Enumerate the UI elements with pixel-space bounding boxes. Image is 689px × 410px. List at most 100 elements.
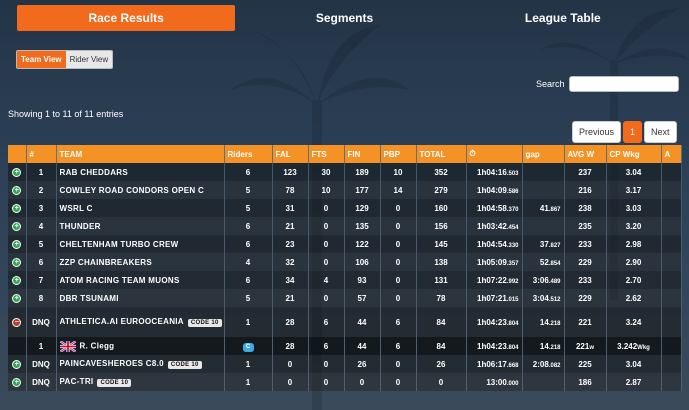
cp-wkg-cell: 3.24	[606, 307, 662, 337]
fts-cell: 0	[308, 289, 345, 307]
fin-cell: 177	[344, 181, 381, 199]
table-row[interactable]: +8 DBR TSUNAMI 5 21 0 57 0 78 1h07:21.015 3:04.51…	[8, 289, 682, 307]
gap-ms: .218	[548, 344, 561, 351]
col-pbp[interactable]: PBP	[380, 145, 417, 163]
pbp-cell: 0	[380, 289, 417, 307]
col-team[interactable]: TEAM	[56, 145, 225, 163]
position-cell: DNQ	[26, 373, 57, 391]
time-ms: .586	[506, 188, 519, 195]
code-badge: CODE 10	[167, 361, 202, 369]
expand-icon[interactable]: +	[12, 294, 22, 303]
gap-ms: .854	[548, 260, 561, 267]
expand-cell[interactable]: +	[8, 235, 27, 253]
expand-cell[interactable]: +	[8, 253, 27, 271]
table-row[interactable]: + DNQ PAINCAVESHEROES C8.0 CODE 10 1 0 0 26 0 26 1…	[8, 355, 682, 373]
table-row[interactable]: +7 ATOM RACING TEAM MUONS 6 34 4 93 0 131 1h07:2…	[8, 271, 682, 289]
col-extra[interactable]: A	[661, 145, 682, 163]
time-cell: 1h05:09.357	[466, 253, 523, 271]
rider-cell[interactable]: R. Clegg	[56, 337, 225, 355]
table-row[interactable]: +1 RAB CHEDDARS 6 123 30 189 10 352 1h04:16.503 2…	[8, 163, 682, 181]
pbp-cell: 0	[380, 253, 417, 271]
col-fin[interactable]: FIN	[344, 145, 381, 163]
expand-icon[interactable]: +	[12, 168, 22, 177]
expand-cell[interactable]: +	[8, 271, 27, 289]
expand-icon[interactable]: +	[12, 240, 22, 249]
col-riders[interactable]: Riders	[224, 145, 273, 163]
fal-cell: 28	[272, 337, 309, 355]
team-name: THUNDER	[59, 221, 101, 231]
team-name: ZZP CHAINBREAKERS	[59, 257, 153, 267]
table-row[interactable]: +4 THUNDER 6 21 0 135 0 156 1h03:42.454 235 3.20	[8, 217, 682, 235]
col-fal[interactable]: FAL	[272, 145, 309, 163]
gap-cell	[522, 217, 565, 235]
tab-segments[interactable]: Segments	[315, 11, 374, 25]
collapse-icon[interactable]: −	[12, 318, 22, 327]
expand-icon[interactable]: +	[12, 258, 22, 267]
previous-page-button[interactable]: Previous	[572, 121, 622, 143]
pbp-cell: 14	[380, 181, 417, 199]
next-page-button[interactable]: Next	[644, 121, 677, 143]
tab-race-results[interactable]: Race Results	[17, 5, 236, 31]
col-time[interactable]: ⏱	[466, 145, 523, 163]
rider-name[interactable]: R. Clegg	[79, 341, 115, 351]
expand-cell[interactable]: +	[8, 373, 27, 391]
total-cell: 0	[416, 373, 467, 391]
table-row[interactable]: +6 ZZP CHAINBREAKERS 4 32 0 106 0 138 1h05:09.35…	[8, 253, 682, 271]
tab-league-table[interactable]: League Table	[524, 11, 601, 25]
fal-cell: 34	[272, 271, 309, 289]
search-label: Search	[536, 79, 565, 89]
extra-cell	[661, 289, 682, 307]
fts-cell: 0	[308, 217, 345, 235]
table-row[interactable]: + DNQ PAC-TRI CODE 10 1 0 0 0 0 0 13:00.000 186 2.87	[8, 373, 682, 391]
col-expand[interactable]	[8, 145, 27, 163]
fal-cell: 21	[272, 217, 309, 235]
cp-wkg-cell: 2.98	[606, 235, 662, 253]
time-main: 1h04:23	[477, 341, 507, 351]
gap-main: 14	[539, 317, 549, 327]
expand-icon[interactable]: +	[12, 204, 22, 213]
gap-main: 2:08	[532, 359, 549, 369]
rider-row[interactable]: 1 R. Clegg C 28 6 44 6 84 1h04:23.804 14.218 221w…	[8, 337, 682, 355]
expand-cell[interactable]: +	[8, 217, 27, 235]
expand-cell[interactable]: +	[8, 199, 27, 217]
extra-cell	[661, 217, 682, 235]
expand-icon[interactable]: +	[12, 222, 22, 231]
expand-cell[interactable]: −	[8, 307, 27, 337]
team-cell: RAB CHEDDARS	[56, 163, 225, 181]
expand-cell[interactable]: +	[8, 181, 27, 199]
gap-cell	[522, 163, 565, 181]
col-gap[interactable]: gap	[522, 145, 565, 163]
col-avg-w[interactable]: AVG W	[564, 145, 607, 163]
expand-cell	[8, 337, 27, 355]
expand-cell[interactable]: +	[8, 163, 27, 181]
col-total[interactable]: TOTAL	[416, 145, 467, 163]
expand-cell[interactable]: +	[8, 289, 27, 307]
position-cell: 3	[26, 199, 57, 217]
table-row[interactable]: +2 COWLEY ROAD CONDORS OPEN C 5 78 10 177 14 27…	[8, 181, 682, 199]
table-row[interactable]: − DNQ ATHLETICA.AI EUROOCEANIA CODE 10 1 28 6 4…	[8, 307, 682, 337]
expand-icon[interactable]: +	[12, 378, 22, 387]
fal-cell: 0	[272, 373, 309, 391]
rider-view-button[interactable]: Rider View	[65, 51, 113, 68]
position-cell: 5	[26, 235, 57, 253]
col-cp-wkg[interactable]: CP Wkg	[606, 145, 662, 163]
time-cell: 1h04:58.370	[466, 199, 523, 217]
pbp-cell: 0	[380, 199, 417, 217]
fin-cell: 57	[344, 289, 381, 307]
current-page-button[interactable]: 1	[623, 121, 643, 143]
gap-main: 41	[539, 203, 549, 213]
expand-cell[interactable]: +	[8, 355, 27, 373]
col-fts[interactable]: FTS	[308, 145, 345, 163]
table-row[interactable]: +3 WSRL C 5 31 0 129 0 160 1h04:58.370 41.867 238 3…	[8, 199, 682, 217]
expand-icon[interactable]: +	[12, 276, 22, 285]
table-row[interactable]: +5 CHELTENHAM TURBO CREW 6 23 0 122 0 145 1h04:5…	[8, 235, 682, 253]
code-badge: CODE 10	[97, 379, 132, 387]
position-cell: 8	[26, 289, 57, 307]
expand-icon[interactable]: +	[12, 360, 22, 369]
position-cell: 6	[26, 253, 57, 271]
time-cell: 1h04:54.330	[466, 235, 523, 253]
expand-icon[interactable]: +	[12, 186, 22, 195]
team-view-button[interactable]: Team View	[17, 51, 66, 68]
search-input[interactable]	[568, 76, 679, 92]
col-position[interactable]: #	[26, 145, 57, 163]
